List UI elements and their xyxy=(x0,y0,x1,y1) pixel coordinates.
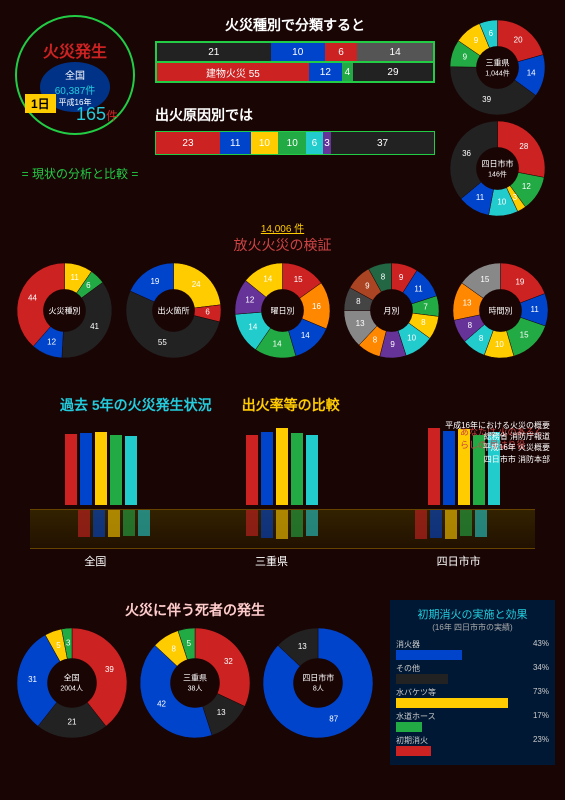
day-num: 165件 xyxy=(76,104,118,125)
svg-text:8: 8 xyxy=(172,645,177,654)
arson-count: 14,006 件 xyxy=(10,220,555,235)
ext-title: 初期消火の実施と効果 xyxy=(396,606,549,622)
svg-text:21: 21 xyxy=(67,718,76,727)
svg-text:15: 15 xyxy=(294,275,303,284)
svg-text:3: 3 xyxy=(66,639,71,648)
svg-text:39: 39 xyxy=(482,95,491,104)
svg-text:14: 14 xyxy=(248,323,257,332)
svg-text:10: 10 xyxy=(497,198,506,207)
svg-text:55: 55 xyxy=(158,338,167,347)
side-donuts: 201439996三重県1,044件28123101136四日市市146件 xyxy=(450,20,555,216)
extinguish-section: 初期消火の実施と効果 (16年 四日市市の実績) 消火器 43%その他 34%水… xyxy=(390,600,555,765)
svg-text:16: 16 xyxy=(312,302,321,311)
svg-text:14: 14 xyxy=(263,275,272,284)
svg-text:5: 5 xyxy=(56,641,61,650)
svg-text:20: 20 xyxy=(514,35,523,44)
arson-section: 14,006 件 放火火災の検証 116411244火災種別2465519出火箇… xyxy=(10,220,555,358)
svg-text:14: 14 xyxy=(273,339,282,348)
svg-text:11: 11 xyxy=(414,285,423,294)
svg-text:39: 39 xyxy=(105,665,114,674)
sec1-title: 火災種別で分類すると xyxy=(155,15,435,35)
day-badge: 1日 xyxy=(25,94,56,113)
sec1-bar-bottom: 建物火災 5512429 xyxy=(156,62,434,82)
svg-text:15: 15 xyxy=(480,275,489,284)
svg-text:14: 14 xyxy=(301,331,310,340)
svg-text:3: 3 xyxy=(513,193,518,202)
svg-text:7: 7 xyxy=(423,302,428,311)
group-0: 全国 xyxy=(84,553,106,569)
credit-box: 平成16年における火災の概要 総務省 消防庁報道 平成16年 火災概要 四日市市… xyxy=(440,420,550,465)
sec2-title: 出火原因別では xyxy=(155,105,435,125)
count-label: 60,387件 xyxy=(55,82,96,97)
svg-text:19: 19 xyxy=(515,277,524,286)
svg-text:8: 8 xyxy=(479,334,484,343)
svg-text:8: 8 xyxy=(381,272,386,281)
deaths-title: 火災に伴う死者の発生 xyxy=(10,600,380,620)
svg-text:9: 9 xyxy=(390,340,395,349)
svg-text:8: 8 xyxy=(421,318,426,327)
deaths-section: 火災に伴う死者の発生 39213153全国2004人32134285三重県38人… xyxy=(10,600,380,738)
svg-text:5: 5 xyxy=(187,639,192,648)
group-1: 三重県 xyxy=(255,553,288,569)
svg-text:8: 8 xyxy=(468,321,473,330)
ext-sub: (16年 四日市市の実績) xyxy=(396,622,549,633)
svg-text:13: 13 xyxy=(298,642,307,651)
sec2-bar: 231110106337 xyxy=(155,131,435,155)
svg-text:28: 28 xyxy=(519,142,528,151)
svg-text:11: 11 xyxy=(71,273,80,282)
svg-text:24: 24 xyxy=(192,280,201,289)
svg-text:9: 9 xyxy=(399,273,404,282)
svg-text:11: 11 xyxy=(476,193,485,202)
section-cause: 出火原因別では 231110106337 xyxy=(155,105,435,155)
svg-text:41: 41 xyxy=(90,322,99,331)
svg-text:6: 6 xyxy=(489,29,494,38)
svg-text:12: 12 xyxy=(47,337,56,346)
svg-text:31: 31 xyxy=(28,675,37,684)
svg-text:44: 44 xyxy=(28,294,37,303)
zenkoku-label: 全国 xyxy=(65,67,85,82)
ext-bars: 消火器 43%その他 34%水バケツ等 73%水道ホース 17%初期消火 23% xyxy=(396,639,549,756)
svg-text:9: 9 xyxy=(365,281,370,290)
svg-text:11: 11 xyxy=(531,305,540,314)
svg-text:12: 12 xyxy=(522,182,531,191)
trend-mirror xyxy=(30,509,535,549)
svg-text:19: 19 xyxy=(150,277,159,286)
svg-text:9: 9 xyxy=(474,36,479,45)
subtitle: = 現状の分析と比較 = xyxy=(15,165,145,182)
svg-text:12: 12 xyxy=(245,295,254,304)
arson-title: 放火火災の検証 xyxy=(10,235,555,255)
trend-title2: 出火率等の比較 xyxy=(242,395,340,415)
svg-text:6: 6 xyxy=(86,281,91,290)
sec1-bar-top: 2110614 xyxy=(156,42,434,62)
svg-text:42: 42 xyxy=(157,699,166,708)
section-type: 火災種別で分類すると 2110614 建物火災 5512429 xyxy=(155,15,435,83)
svg-text:32: 32 xyxy=(224,657,233,666)
group-2: 四日市市 xyxy=(437,553,481,569)
svg-text:13: 13 xyxy=(463,299,472,308)
header-badge: 火災発生 全国 60,387件 平成16年 1日 165件 xyxy=(15,15,135,135)
trend-title: 過去 5年の火災発生状況 xyxy=(60,395,212,415)
svg-text:14: 14 xyxy=(527,69,536,78)
svg-text:87: 87 xyxy=(330,714,339,723)
svg-text:36: 36 xyxy=(462,149,471,158)
svg-text:6: 6 xyxy=(205,308,210,317)
svg-text:15: 15 xyxy=(520,330,529,339)
header-title: 火災発生 xyxy=(43,38,107,62)
arson-donuts: 116411244火災種別2465519出火箇所15161414141214曜日… xyxy=(10,263,555,358)
svg-text:10: 10 xyxy=(407,333,416,342)
svg-text:8: 8 xyxy=(356,297,361,306)
svg-text:10: 10 xyxy=(495,340,504,349)
death-donuts: 39213153全国2004人32134285三重県38人8713四日市市8人 xyxy=(10,628,380,738)
svg-text:13: 13 xyxy=(217,708,226,717)
svg-text:13: 13 xyxy=(356,319,365,328)
svg-text:8: 8 xyxy=(373,336,378,345)
svg-text:9: 9 xyxy=(463,52,468,61)
